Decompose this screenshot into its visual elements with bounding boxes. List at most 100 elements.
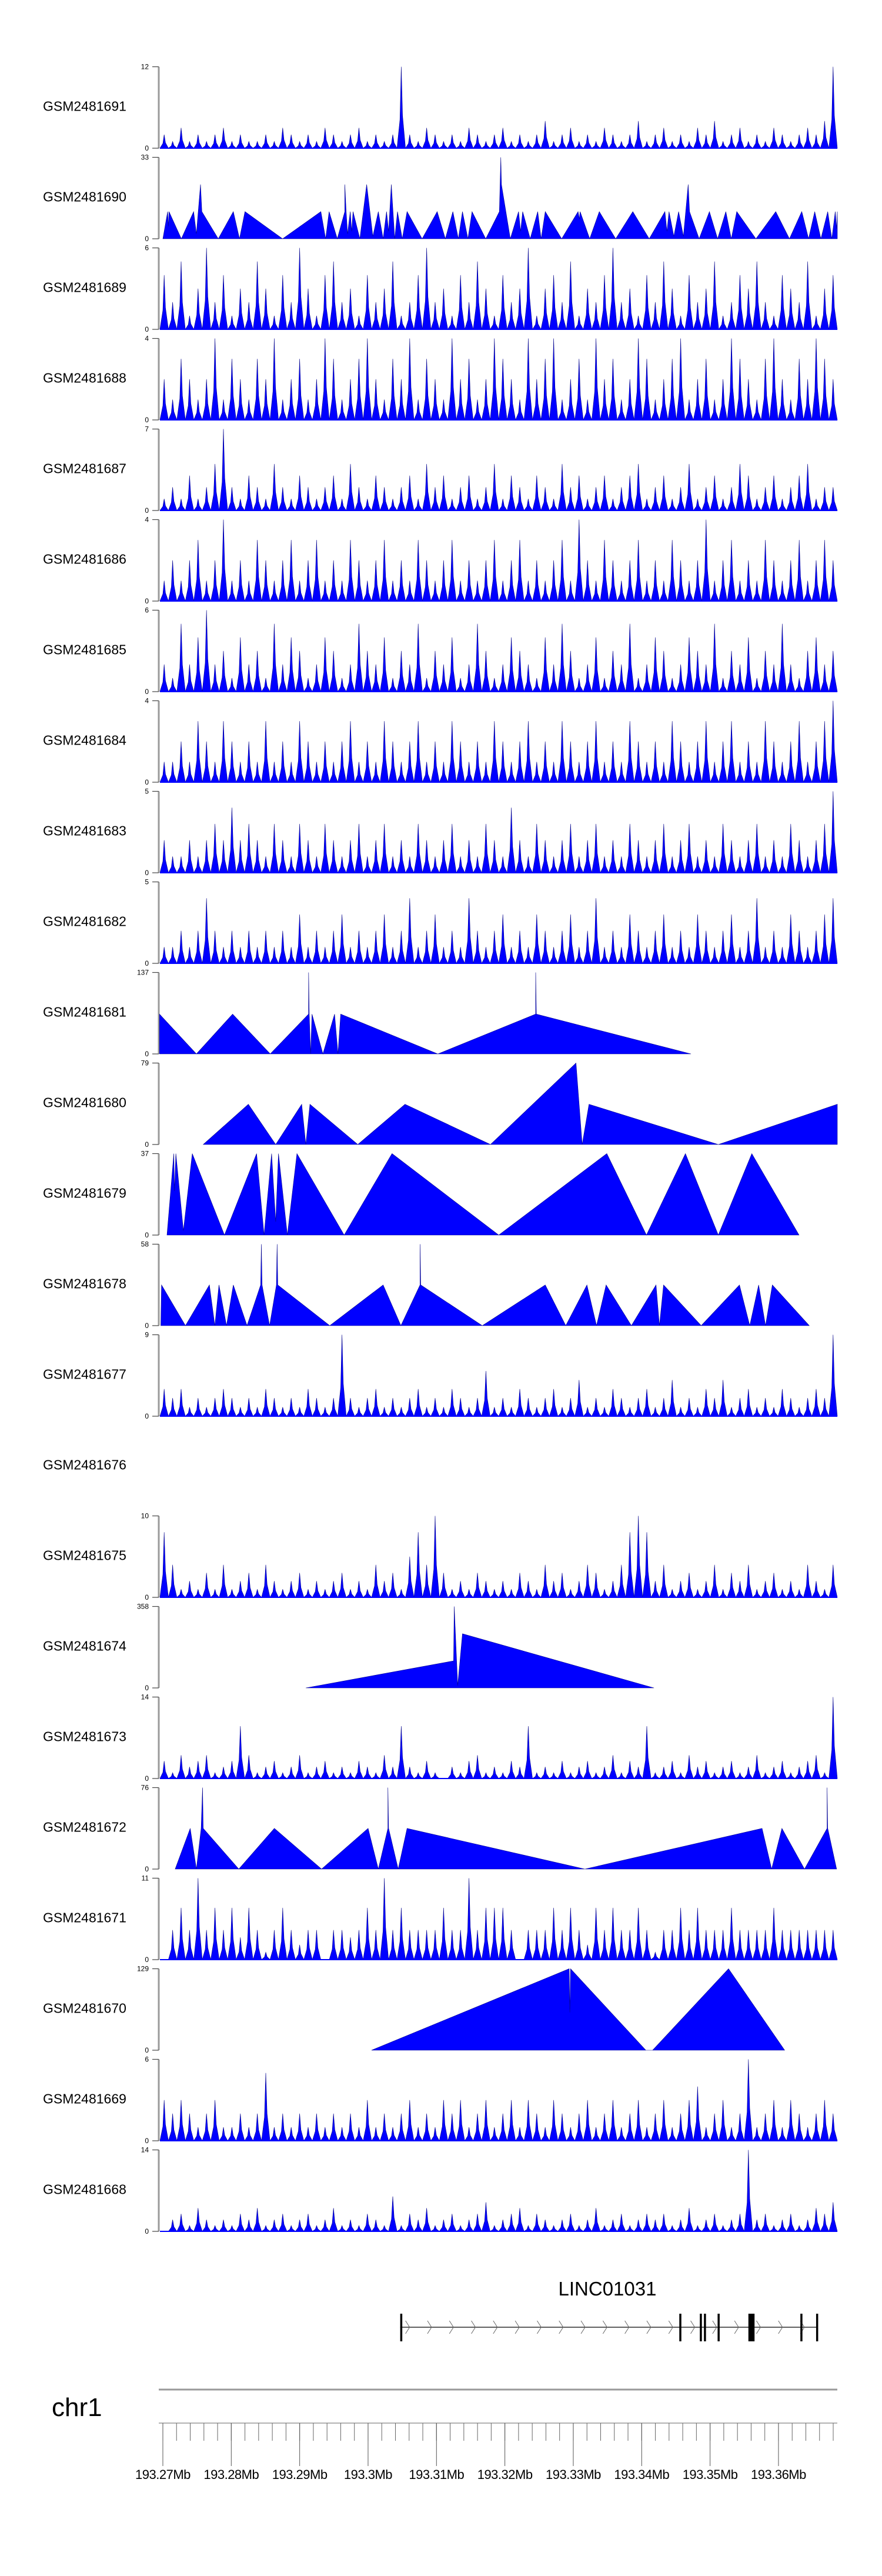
coverage-bin: [303, 2127, 313, 2141]
coverage-bin: [820, 288, 829, 330]
coverage-bin: [447, 2214, 457, 2232]
coverage-bin: [210, 134, 220, 149]
coverage-bin: [346, 2113, 355, 2141]
coverage-bin: [515, 1573, 524, 1598]
coverage-bin: [303, 560, 313, 602]
coverage-bin: [346, 1937, 355, 1960]
coverage-bin: [523, 721, 533, 783]
y-tick-label-min: 0: [145, 1593, 149, 1601]
coverage-bin: [735, 1398, 745, 1417]
coverage-bin: [346, 379, 355, 421]
coverage-bin: [574, 678, 584, 692]
coverage-bin: [329, 840, 338, 873]
coverage-bin: [507, 2100, 516, 2141]
coverage-bin: [794, 1407, 804, 1417]
coverage-bin: [735, 856, 745, 873]
coverage-bin: [185, 1930, 194, 1960]
track-label: GSM2481690: [43, 189, 126, 205]
coverage-bin: [752, 261, 761, 330]
coverage-bin: [600, 1407, 609, 1417]
coverage-bin: [261, 1767, 270, 1779]
coverage-bin: [286, 2127, 296, 2141]
coverage-bin: [252, 762, 262, 783]
coverage-bin: [625, 623, 634, 692]
track-GSM2481673: GSM2481673 14 0: [43, 1693, 838, 1783]
tick-label: 193.31Mb: [409, 2467, 464, 2482]
coverage-bin: [413, 540, 423, 602]
coverage-bin: [820, 1589, 830, 1598]
coverage-bin: [338, 741, 347, 783]
coverage-bin: [777, 947, 787, 964]
track-label: GSM2481676: [43, 1457, 126, 1473]
coverage-bin: [413, 623, 423, 692]
coverage-bin: [380, 823, 389, 873]
coverage-bin: [473, 856, 482, 873]
coverage-bin: [329, 1398, 338, 1417]
coverage-bin: [227, 741, 236, 783]
track-GSM2481677: GSM2481677 9 0: [43, 1331, 838, 1420]
coverage-bin: [269, 338, 279, 421]
coverage-bin: [744, 475, 753, 511]
coverage-bin: [236, 560, 245, 602]
y-tick-label-max: 129: [137, 1965, 149, 1973]
coverage-bin: [396, 650, 406, 692]
coverage-bin: [574, 947, 584, 964]
coverage-bin: [701, 359, 711, 421]
coverage-bin: [354, 560, 363, 602]
coverage-bin: [193, 856, 203, 873]
coverage-bin: [473, 623, 482, 692]
coverage-bin: [473, 134, 482, 149]
coverage-bin: [820, 121, 829, 149]
coverage-bin: [828, 700, 838, 783]
coverage-bin: [794, 1589, 804, 1598]
coverage-bin: [557, 540, 567, 602]
coverage-bin: [710, 121, 719, 149]
coverage-bin: [727, 487, 736, 511]
y-tick-label-min: 0: [145, 1050, 149, 1058]
coverage-bin: [693, 302, 702, 330]
coverage-bin: [540, 840, 550, 873]
coverage-bin: [532, 678, 542, 692]
coverage-bin: [744, 1767, 753, 1779]
coverage-bin: [752, 499, 761, 511]
track-GSM2481691: GSM2481691 12 0: [43, 63, 838, 152]
coverage-bin: [371, 1930, 380, 1960]
coverage-bin: [616, 1772, 626, 1779]
coverage-area: [159, 791, 838, 873]
coverage-bin: [430, 2225, 440, 2232]
coverage-bin: [227, 1589, 237, 1598]
coverage-bin: [481, 1907, 490, 1960]
coverage-bin: [159, 840, 169, 873]
coverage-bin: [473, 741, 482, 783]
coverage-bin: [599, 2225, 610, 2232]
coverage-bin: [422, 560, 432, 602]
strand-arrow-icon: [471, 2320, 476, 2334]
coverage-bin: [523, 1398, 533, 1417]
coverage-bin: [811, 134, 821, 149]
coverage-bin: [261, 560, 270, 602]
coverage-bin: [371, 560, 380, 602]
coverage-bin: [811, 1389, 821, 1417]
coverage-bin: [396, 930, 406, 964]
coverage-bin: [617, 1564, 626, 1598]
coverage-bin: [650, 1951, 660, 1960]
coverage-bin: [312, 2113, 321, 2141]
y-tick-label-min: 0: [145, 325, 149, 333]
coverage-bin: [650, 1581, 660, 1598]
coverage-bin: [600, 762, 609, 783]
coverage-bin: [481, 650, 490, 692]
coverage-bin: [210, 1398, 220, 1417]
coverage-bin: [295, 359, 305, 421]
coverage-bin: [625, 2113, 634, 2141]
coverage-bin: [693, 1767, 703, 1779]
coverage-bin: [752, 1589, 762, 1598]
coverage-bin: [634, 2100, 643, 2141]
coverage-bin: [727, 1761, 736, 1779]
y-tick-label-max: 9: [145, 1331, 149, 1339]
coverage-tracks: GSM2481691120GSM2481690330GSM248168960GS…: [43, 63, 838, 2235]
coverage-bin: [447, 721, 457, 783]
coverage-bin: [574, 1581, 584, 1598]
coverage-bin: [210, 1772, 220, 1779]
coverage-bin: [760, 1398, 770, 1417]
coverage-bin: [744, 288, 753, 330]
